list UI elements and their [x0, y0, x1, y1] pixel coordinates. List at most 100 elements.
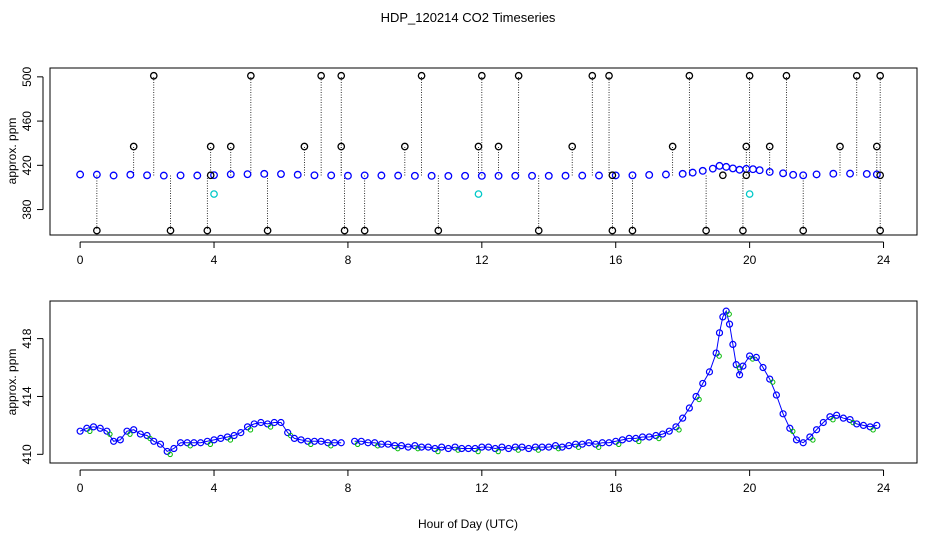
co2-point	[170, 444, 178, 453]
outlier-point	[608, 171, 617, 180]
co2-point	[159, 171, 168, 180]
co2-secondary-point	[495, 448, 501, 455]
x-tick-label: 0	[77, 253, 84, 267]
y-tick-label: 460	[20, 111, 34, 131]
co2-line	[354, 309, 877, 450]
co2-point	[558, 443, 566, 451]
outlier-point	[872, 142, 881, 151]
outlier-point	[246, 71, 255, 80]
co2-secondary-point	[870, 427, 876, 433]
co2-point	[494, 171, 503, 180]
outlier-point	[742, 142, 751, 151]
co2-point	[109, 171, 118, 180]
co2-point	[210, 436, 218, 444]
co2-secondary-point	[87, 428, 93, 434]
co2-point	[270, 418, 278, 427]
co2-point	[638, 433, 647, 441]
outlier-point	[93, 226, 101, 235]
co2-point	[866, 423, 874, 431]
outlier-point	[742, 171, 751, 180]
co2-secondary-point	[676, 427, 682, 433]
co2-point	[779, 410, 787, 418]
x-tick-label: 20	[743, 253, 757, 267]
co2-point	[661, 170, 670, 179]
co2-point	[728, 164, 737, 173]
co2-point	[812, 170, 821, 179]
co2-point	[598, 439, 606, 447]
co2-secondary-point	[555, 445, 562, 452]
co2-point	[578, 171, 587, 180]
y-axis-label: approx. ppm	[5, 118, 19, 185]
co2-point	[739, 362, 747, 370]
y-tick-label: 500	[20, 67, 34, 87]
co2-point	[310, 437, 319, 445]
outlier-point	[494, 142, 503, 151]
co2-point	[176, 439, 185, 447]
co2-point	[371, 439, 379, 447]
co2-point	[343, 171, 352, 180]
co2-point	[698, 166, 707, 175]
co2-secondary-point	[107, 431, 113, 437]
outlier-point	[685, 71, 694, 80]
co2-point	[491, 444, 499, 453]
plot-frame	[49, 300, 918, 464]
co2-point	[719, 313, 727, 321]
co2-point	[692, 392, 700, 401]
outlier-point	[745, 71, 754, 80]
co2-point	[786, 424, 794, 432]
co2-point	[722, 162, 731, 171]
x-tick-label: 20	[743, 481, 757, 495]
x-tick-label: 24	[877, 253, 891, 267]
co2-point	[688, 168, 697, 177]
co2-point	[544, 171, 553, 180]
co2-secondary-point	[616, 441, 622, 448]
co2-point	[410, 171, 419, 180]
co2-point	[226, 170, 235, 179]
x-tick-label: 4	[211, 481, 218, 495]
outlier-point	[568, 142, 577, 151]
co2-point	[759, 363, 767, 372]
co2-point	[595, 171, 603, 180]
co2-point	[130, 426, 138, 434]
co2-point	[625, 434, 633, 443]
co2-point	[729, 340, 737, 348]
co2-point	[766, 375, 774, 383]
co2-point	[735, 371, 744, 379]
co2-point	[679, 414, 687, 422]
co2-point	[471, 444, 479, 453]
co2-point	[505, 444, 513, 453]
flagged-point	[210, 190, 218, 198]
co2-point	[461, 171, 470, 180]
co2-point	[116, 436, 124, 444]
outlier-point	[263, 226, 272, 235]
co2-point	[477, 171, 486, 180]
outlier-point	[836, 142, 844, 151]
co2-point	[404, 443, 412, 451]
co2-point	[110, 437, 118, 445]
outlier-point	[149, 71, 158, 80]
x-tick-label: 16	[609, 253, 623, 267]
co2-point	[498, 443, 506, 451]
co2-secondary-point	[790, 428, 796, 434]
co2-point	[444, 171, 453, 180]
top-panel: approx. ppm 0 4 8 12 16 20 24 380 420 460 500	[5, 67, 918, 267]
co2-point	[652, 431, 660, 440]
co2-point	[237, 429, 245, 437]
co2-point	[250, 420, 258, 428]
co2-secondary-point	[267, 424, 274, 430]
co2-point	[484, 443, 493, 451]
outlier-point	[702, 226, 710, 235]
x-tick-label: 16	[609, 481, 623, 495]
co2-point	[304, 437, 312, 445]
co2-point	[799, 171, 808, 180]
co2-point	[464, 444, 473, 453]
co2-secondary-point	[167, 451, 173, 458]
co2-point	[478, 443, 486, 451]
co2-point	[156, 440, 165, 448]
flagged-point	[745, 190, 754, 198]
co2-point	[297, 436, 305, 444]
co2-point	[722, 307, 730, 315]
co2-point	[143, 171, 152, 180]
co2-point	[752, 353, 760, 362]
co2-secondary-point	[455, 447, 461, 453]
